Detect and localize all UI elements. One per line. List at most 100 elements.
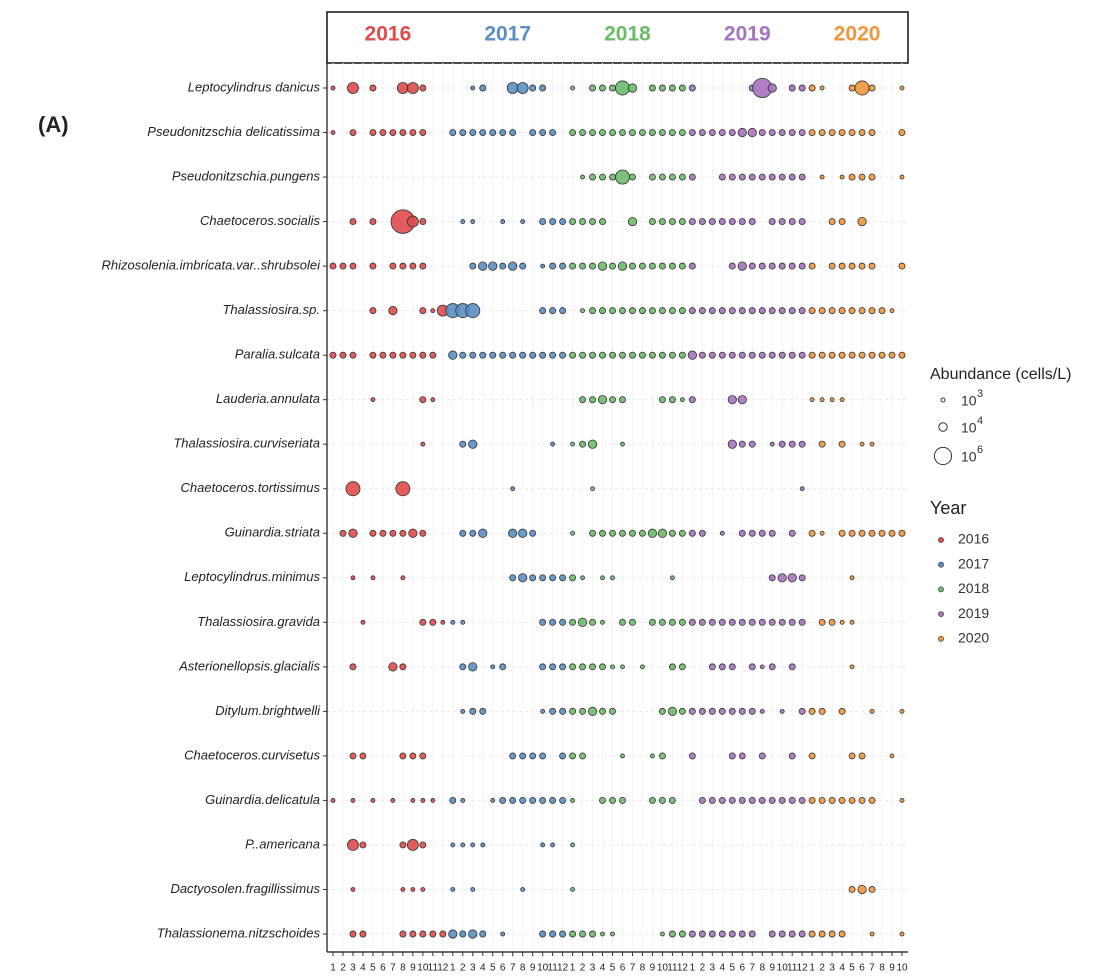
bubble [448, 929, 458, 939]
bubble [688, 307, 696, 315]
bubble [718, 129, 726, 136]
bubble [698, 129, 706, 136]
year-legend-dot [938, 635, 944, 642]
bubble [597, 261, 608, 271]
bubble [459, 440, 467, 448]
bubble [718, 218, 726, 226]
size-legend-circle [933, 446, 953, 466]
bubble [480, 842, 486, 848]
bubble [828, 930, 836, 938]
bubble [569, 129, 577, 136]
bubble [569, 618, 577, 626]
bubble [650, 753, 655, 759]
bubble [390, 798, 396, 803]
bubble [419, 618, 427, 626]
bubble [819, 397, 825, 403]
x-tick-label: 10 [537, 963, 549, 974]
bubble [549, 930, 557, 938]
bubble [838, 351, 846, 359]
bubble [629, 173, 636, 181]
bubble [747, 127, 757, 138]
bubble [529, 752, 537, 760]
bubble [639, 129, 646, 136]
bubble [589, 218, 596, 226]
bubble [658, 618, 666, 626]
bubble [670, 575, 675, 581]
bubble [738, 173, 746, 181]
bubble [529, 796, 537, 804]
bubble [347, 839, 359, 851]
year-legend-title: Year [930, 498, 966, 518]
bubble [688, 262, 696, 270]
bubble [559, 707, 567, 715]
bubble [579, 440, 587, 448]
bubble [599, 351, 606, 359]
species-label: Leptocylindrus danicus [188, 79, 321, 94]
bubble [506, 82, 519, 94]
bubble [829, 397, 835, 403]
bubble [788, 351, 796, 359]
bubble [648, 351, 656, 359]
x-tick-label: 5 [730, 963, 736, 974]
x-tick-label: 12 [677, 963, 689, 974]
bubble [788, 173, 796, 181]
bubble [869, 441, 875, 447]
bubble [868, 351, 876, 359]
x-tick-label: 11 [547, 963, 558, 974]
bubble [737, 127, 747, 138]
bubble [619, 129, 626, 136]
bubble [399, 930, 407, 938]
bubble [738, 440, 746, 448]
bubble [399, 262, 407, 270]
bubble [609, 173, 616, 181]
x-tick-label: 12 [557, 963, 569, 974]
bubble [589, 351, 596, 359]
bubble [688, 218, 696, 226]
bubble [579, 351, 587, 359]
species-label: Pseudonitzschia delicatissima [147, 124, 320, 139]
year-legend-dot [938, 561, 944, 568]
x-tick-label: 2 [819, 963, 825, 974]
bubble [489, 351, 497, 359]
bubble [359, 841, 367, 849]
bubble [678, 129, 686, 136]
bubble [479, 707, 487, 715]
bubble [429, 618, 437, 626]
bubble [728, 796, 736, 804]
bubble [849, 619, 855, 625]
bubble [728, 218, 736, 226]
bubble [798, 351, 806, 359]
year-header: 2018 [604, 23, 651, 46]
x-tick-label: 3 [829, 963, 835, 974]
bubble [667, 706, 678, 716]
bubble [599, 218, 606, 226]
bubble [540, 708, 546, 714]
bubble [359, 930, 367, 938]
bubble [539, 752, 547, 760]
bubble [718, 351, 726, 359]
bubble [858, 351, 866, 359]
bubble [419, 396, 427, 404]
bubble [470, 219, 476, 224]
bubble [348, 528, 358, 538]
bubble [758, 129, 766, 136]
bubble [550, 842, 556, 848]
bubble [569, 707, 577, 715]
x-tick-label: 11 [428, 963, 439, 974]
bubble [570, 85, 575, 91]
bubble [708, 218, 716, 226]
bubble [509, 752, 517, 760]
bubble [788, 529, 796, 537]
bubble [788, 307, 796, 315]
bubble [460, 708, 466, 714]
bubble [629, 618, 636, 626]
bubble [579, 663, 587, 671]
bubble [629, 262, 636, 270]
bubble [440, 619, 446, 625]
bubble [728, 752, 736, 760]
bubble [748, 930, 756, 938]
bubble [599, 663, 606, 671]
bubble [539, 307, 547, 315]
bubble [360, 619, 366, 625]
bubble [589, 84, 596, 92]
